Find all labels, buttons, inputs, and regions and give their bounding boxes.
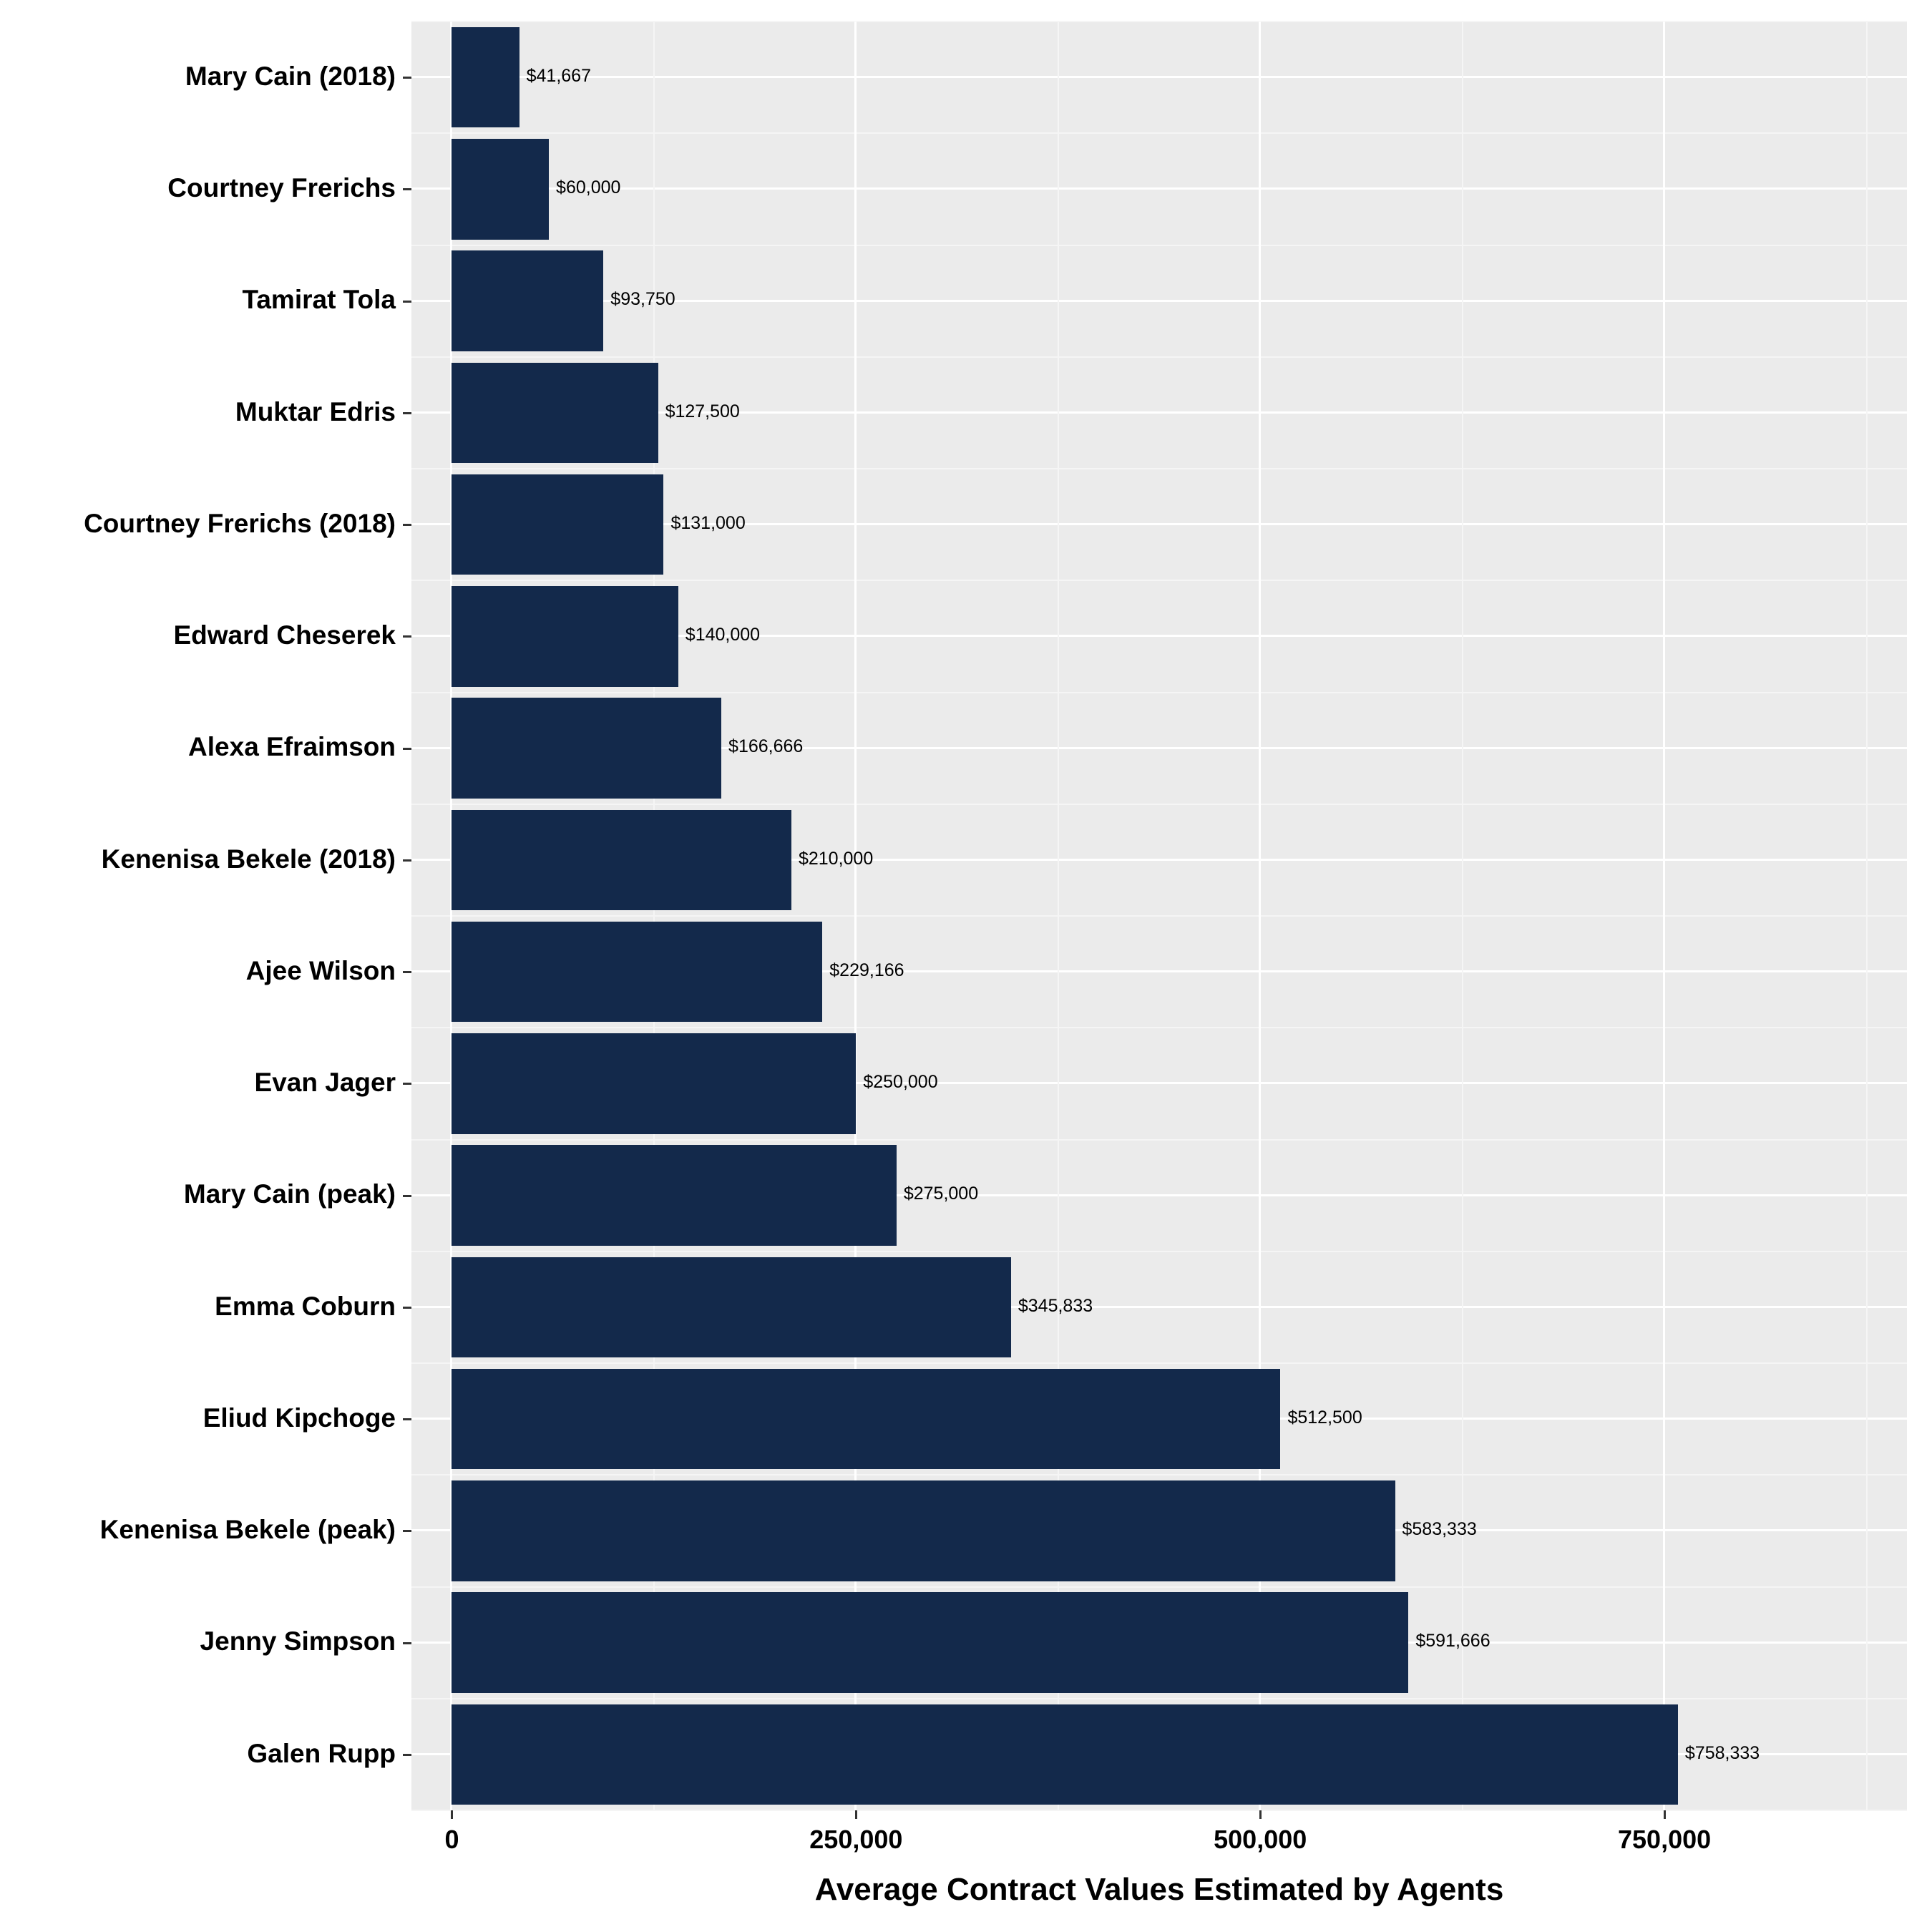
- y-tick: [403, 748, 411, 750]
- h-gridline-minor: [411, 1698, 1907, 1699]
- bar: [452, 1704, 1677, 1805]
- y-tick: [403, 635, 411, 638]
- y-tick: [403, 77, 411, 79]
- y-category-label: Emma Coburn: [215, 1292, 396, 1322]
- h-gridline-major: [411, 76, 1907, 78]
- y-tick: [403, 1195, 411, 1197]
- x-tick-label: 500,000: [1214, 1825, 1307, 1855]
- bar-value-label: $210,000: [799, 849, 873, 869]
- h-gridline-minor: [411, 1362, 1907, 1364]
- bar-value-label: $93,750: [610, 289, 675, 310]
- v-gridline-major: [1663, 21, 1665, 1810]
- y-category-label: Jenny Simpson: [200, 1626, 396, 1657]
- bar: [452, 139, 549, 240]
- bar-value-label: $250,000: [863, 1072, 937, 1093]
- h-gridline-minor: [411, 692, 1907, 693]
- y-category-label: Eliud Kipchoge: [203, 1403, 396, 1433]
- bar: [452, 363, 658, 464]
- x-tick: [855, 1810, 857, 1819]
- h-gridline-minor: [411, 1251, 1907, 1252]
- bar: [452, 1480, 1395, 1581]
- y-category-label: Evan Jager: [255, 1068, 396, 1098]
- chart-container: $41,667 Mary Cain (2018) $60,000 Courtney F…: [0, 0, 1932, 1932]
- bar: [452, 1033, 856, 1134]
- h-gridline-minor: [411, 1027, 1907, 1028]
- y-tick: [403, 859, 411, 862]
- bar: [452, 698, 721, 799]
- y-tick: [403, 188, 411, 190]
- v-gridline-minor: [1866, 21, 1868, 1810]
- bar: [452, 250, 603, 351]
- bar: [452, 922, 822, 1023]
- bar-value-label: $131,000: [670, 513, 745, 534]
- y-category-label: Courtney Frerichs: [167, 173, 396, 203]
- bar-value-label: $758,333: [1685, 1743, 1760, 1764]
- bar: [452, 586, 678, 687]
- bar-value-label: $60,000: [556, 177, 620, 198]
- bar: [452, 1145, 896, 1246]
- y-tick: [403, 412, 411, 414]
- bar-value-label: $229,166: [829, 960, 904, 981]
- h-gridline-minor: [411, 21, 1907, 22]
- y-category-label: Kenenisa Bekele (2018): [102, 844, 396, 874]
- h-gridline-minor: [411, 1810, 1907, 1811]
- y-category-label: Courtney Frerichs (2018): [84, 509, 396, 539]
- y-tick: [403, 1530, 411, 1532]
- y-category-label: Muktar Edris: [235, 397, 396, 427]
- y-tick: [403, 1083, 411, 1085]
- h-gridline-minor: [411, 356, 1907, 358]
- bar-value-label: $591,666: [1415, 1631, 1490, 1652]
- x-tick-label: 750,000: [1618, 1825, 1711, 1855]
- bar-value-label: $41,667: [527, 66, 591, 87]
- y-category-label: Mary Cain (peak): [184, 1179, 396, 1209]
- y-tick: [403, 1754, 411, 1756]
- bar: [452, 1257, 1010, 1358]
- y-category-label: Edward Cheserek: [173, 620, 396, 650]
- x-tick: [1259, 1810, 1262, 1819]
- h-gridline-minor: [411, 580, 1907, 581]
- bar-value-label: $140,000: [686, 625, 760, 645]
- h-gridline-minor: [411, 468, 1907, 469]
- y-tick: [403, 524, 411, 526]
- y-category-label: Ajee Wilson: [246, 956, 396, 986]
- x-axis-title: Average Contract Values Estimated by Age…: [815, 1872, 1504, 1908]
- y-category-label: Galen Rupp: [247, 1739, 396, 1769]
- bar-value-label: $345,833: [1018, 1296, 1093, 1317]
- bar-value-label: $127,500: [665, 401, 740, 422]
- bar-value-label: $512,500: [1287, 1407, 1362, 1428]
- bar-value-label: $166,666: [728, 736, 803, 757]
- h-gridline-major: [411, 187, 1907, 190]
- h-gridline-minor: [411, 915, 1907, 917]
- h-gridline-minor: [411, 1474, 1907, 1475]
- h-gridline-minor: [411, 132, 1907, 134]
- x-tick-label: 250,000: [809, 1825, 902, 1855]
- x-tick: [451, 1810, 453, 1819]
- y-category-label: Kenenisa Bekele (peak): [100, 1515, 396, 1545]
- x-tick: [1664, 1810, 1666, 1819]
- x-tick-label: 0: [444, 1825, 459, 1855]
- bar: [452, 27, 519, 128]
- bar: [452, 474, 663, 575]
- y-category-label: Mary Cain (2018): [185, 62, 396, 92]
- y-tick: [403, 1642, 411, 1644]
- h-gridline-minor: [411, 804, 1907, 805]
- bar: [452, 810, 791, 911]
- y-category-label: Tamirat Tola: [242, 285, 396, 315]
- h-gridline-minor: [411, 1586, 1907, 1588]
- y-category-label: Alexa Efraimson: [188, 732, 396, 762]
- bar: [452, 1592, 1408, 1693]
- y-tick: [403, 971, 411, 973]
- y-tick: [403, 1418, 411, 1420]
- bar: [452, 1369, 1280, 1470]
- y-tick: [403, 1307, 411, 1309]
- v-gridline-minor: [1462, 21, 1463, 1810]
- h-gridline-minor: [411, 245, 1907, 246]
- bar-value-label: $275,000: [904, 1184, 978, 1204]
- bar-value-label: $583,333: [1402, 1519, 1477, 1540]
- y-tick: [403, 301, 411, 303]
- h-gridline-minor: [411, 1139, 1907, 1141]
